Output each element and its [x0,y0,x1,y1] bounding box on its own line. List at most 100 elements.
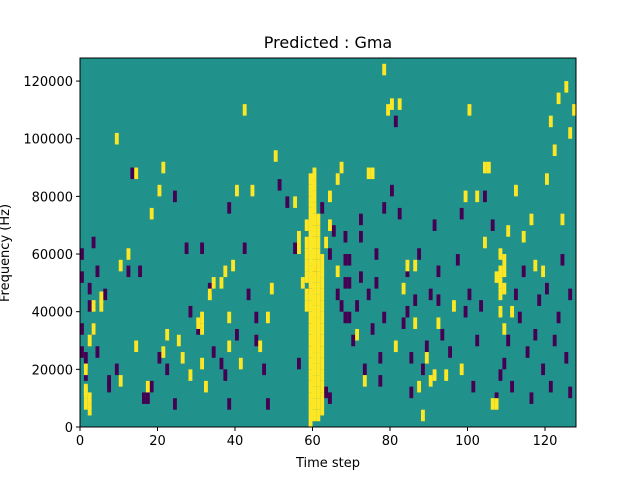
heatmap-cell-high [312,352,317,364]
heatmap-cell-high [312,248,317,260]
heatmap-cell-high [227,311,232,324]
heatmap-cell-high [312,202,317,214]
heatmap-cell-high [494,398,499,410]
heatmap-cell-high [417,380,422,393]
heatmap-cell-high [413,317,418,329]
heatmap-cell-high [83,383,88,396]
heatmap-cell-low [502,357,507,370]
heatmap-cell-high [316,386,321,399]
heatmap-cell-low [560,254,565,266]
heatmap-cell-high [308,311,313,324]
heatmap-cell-high [87,403,92,416]
y-tick-label: 120000 [23,75,73,90]
heatmap-cell-low [227,398,232,410]
heatmap-cell-high [529,213,534,226]
heatmap-cell-high [304,288,309,301]
heatmap-cell-high [316,340,321,353]
heatmap-cell-low [374,248,379,260]
heatmap-cell-high [219,277,224,289]
heatmap-cell-high [444,369,449,381]
heatmap-cell-low [359,271,363,283]
heatmap-cell-high [200,357,205,370]
heatmap-cell-low [83,352,88,364]
heatmap-cell-high [312,386,317,399]
heatmap-cell-high [176,334,181,347]
heatmap-cell-high [502,265,507,278]
heatmap-cell-low [366,288,371,301]
heatmap-cell-high [304,236,309,249]
heatmap-cell-low [397,207,402,220]
heatmap-cell-low [266,398,270,410]
heatmap-cell-high [320,265,325,278]
heatmap-cell-high [362,375,367,387]
heatmap-cell-high [308,242,313,255]
heatmap-cell-low [107,375,112,387]
heatmap-cell-high [486,161,491,174]
heatmap-cell-high [502,254,507,266]
x-axis: 0 20 40 60 80 100 120 [76,427,558,449]
heatmap-cell-low [80,346,84,358]
heatmap-cell-low [568,386,573,399]
heatmap-cell-low [424,340,429,353]
heatmap-cell-high [510,305,515,318]
heatmap-cell-low [525,346,530,358]
heatmap-cell-high [231,259,236,272]
heatmap-cell-high [436,317,441,329]
heatmap-cell-high [432,369,437,381]
heatmap-cell-high [149,207,154,220]
heatmap-cell-high [502,282,507,295]
heatmap-cell-high [304,248,309,260]
heatmap-cell-low [173,398,177,410]
heatmap-cell-high [316,328,321,341]
heatmap-cell-high [506,225,511,237]
heatmap-cell-high [490,398,495,410]
heatmap-cell-high [87,392,92,404]
heatmap-cell-low [347,254,352,266]
heatmap-cell-high [320,392,325,404]
heatmap-cell-high [238,357,243,370]
heatmap-cell-low [490,219,495,231]
heatmap-cell-high [242,104,247,116]
heatmap-cell-high [320,254,325,266]
heatmap-cell-high [308,230,313,243]
heatmap-cell-low [510,380,515,393]
heatmap-cell-high [312,317,317,329]
heatmap-cell-high [316,213,321,226]
heatmap-cell-high [99,291,104,304]
heatmap-cell-high [316,375,321,387]
chart-title: Predicted : Gma [264,33,392,52]
heatmap-cell-high [312,213,317,226]
heatmap-cell-high [304,259,309,272]
heatmap-cell-high [467,104,472,116]
heatmap-cell-low [80,323,84,335]
heatmap-cell-high [390,98,394,110]
heatmap-cell-low [293,242,298,255]
heatmap-cell-low [188,305,193,318]
heatmap-cell-high [297,242,301,255]
heatmap-cell-low [91,236,96,249]
heatmap-cell-high [118,375,123,387]
x-tick-label: 120 [533,434,558,449]
heatmap-cell-low [417,248,422,260]
heatmap-cell-high [320,311,325,324]
heatmap-cell-high [308,403,313,416]
heatmap-cell-high [397,98,402,110]
heatmap-cell-low [359,213,363,226]
y-tick-label: 80000 [32,190,73,205]
y-axis-label: Frequency (Hz) [0,204,13,302]
heatmap-cell-high [308,392,313,404]
heatmap-cell-low [157,352,162,364]
heatmap-cell-low [463,305,468,318]
heatmap-cell-low [564,352,569,364]
heatmap-cell-high [250,184,255,197]
heatmap-cell-low [126,265,131,278]
heatmap-cell-high [83,363,88,376]
heatmap-cell-high [312,259,317,272]
x-tick-label: 100 [455,434,480,449]
heatmap-cell-high [308,323,313,335]
heatmap-cell-low [343,230,348,243]
heatmap-cell-high [312,363,317,376]
heatmap-cell-high [312,409,317,422]
heatmap-cell-high [134,340,139,353]
heatmap-cell-high [320,357,325,370]
